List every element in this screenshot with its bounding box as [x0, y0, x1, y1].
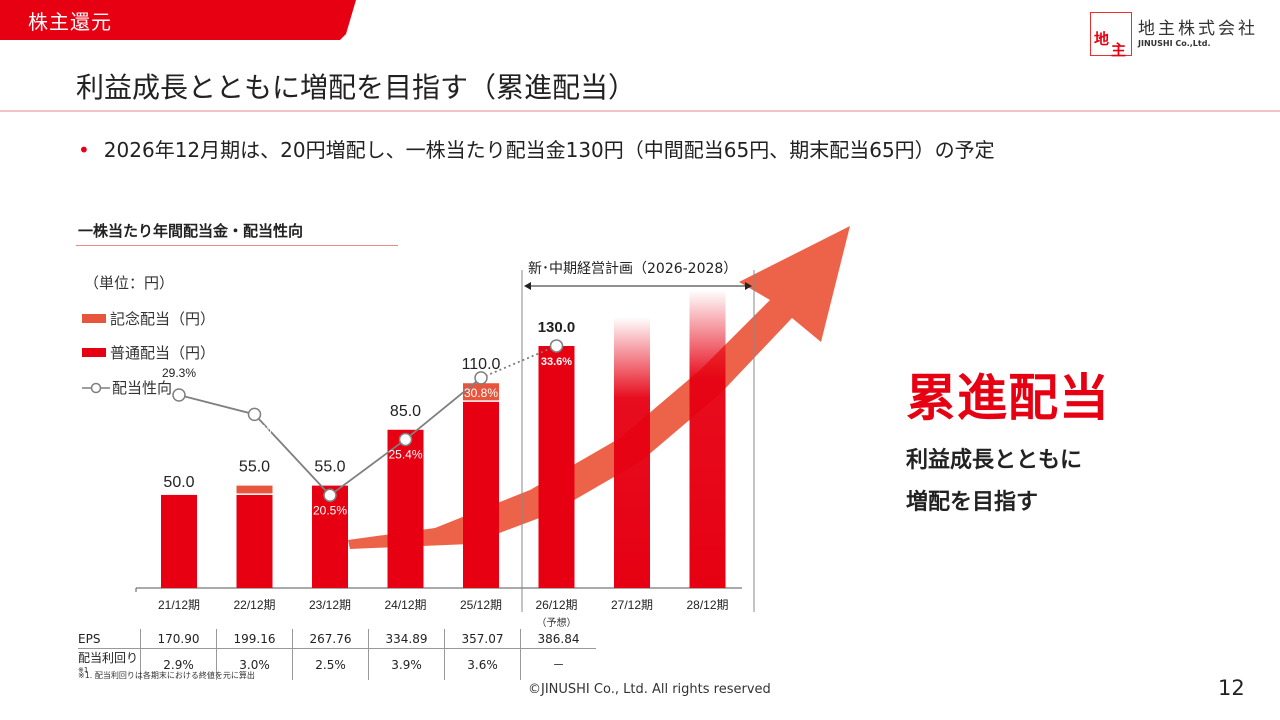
table-row-label: EPS — [78, 629, 141, 649]
payout-point — [398, 432, 413, 447]
x-tick-label: 27/12期 — [611, 598, 653, 612]
bar-total-label: 55.0 — [239, 459, 270, 476]
legend-swatch-commemorative — [82, 314, 106, 323]
section-tag-label: 株主還元 — [28, 10, 112, 34]
legend-label-payout: 配当性向 — [112, 379, 173, 397]
chart-section-title: 一株当たり年間配当金・配当性向 — [78, 222, 304, 240]
bar-future-faded — [689, 290, 726, 588]
bar-ordinary — [236, 494, 273, 588]
legend-commemorative: 記念配当（円） — [82, 308, 215, 329]
payout-label: 30.8% — [464, 386, 498, 400]
table-row: EPS 170.90 199.16 267.76 334.89 357.07 386.84 — [78, 629, 596, 649]
bar-ordinary — [161, 494, 197, 588]
table-cell: 357.07 — [444, 629, 521, 649]
bar-ordinary — [387, 429, 424, 588]
plan-bracket-arrowhead-left — [524, 282, 531, 290]
table-cell: 199.16 — [216, 629, 293, 649]
bar-commemorative — [236, 485, 273, 494]
progressive-dividend-heading: 累進配当 — [906, 369, 1110, 427]
payout-label: 33.6% — [541, 356, 572, 368]
footnote: ※1. 配当利回りは各期末における終値を元に算出 — [78, 671, 255, 680]
payout-point — [247, 407, 262, 422]
unit-label: （単位：円） — [84, 274, 175, 292]
logo-subtitle: JINUSHI Co.,Ltd. — [1138, 39, 1211, 48]
section-tag-shape — [0, 0, 356, 40]
bar-total-label: 130.0 — [538, 319, 576, 336]
payout-point — [474, 371, 488, 385]
payout-point — [549, 339, 564, 353]
x-tick-label: 22/12期 — [233, 598, 275, 612]
table-cell: 3.6% — [444, 648, 521, 680]
logo-name: 地主株式会社 — [1138, 19, 1258, 39]
table-cell: 2.5% — [292, 648, 369, 680]
title-divider — [0, 110, 1280, 112]
growth-arrow — [348, 226, 850, 549]
eps-yield-table: EPS 170.90 199.16 267.76 334.89 357.07 386.84 配… — [78, 629, 596, 680]
bar-future-faded — [614, 317, 650, 588]
bar-ordinary — [538, 346, 575, 588]
bar-total-label: 55.0 — [314, 459, 345, 476]
table-cell: － — [520, 648, 596, 680]
table-cell: 386.84 — [520, 629, 596, 649]
company-logo: 地 主 地主株式会社 JINUSHI Co.,Ltd. — [1090, 12, 1260, 59]
table-cell: 267.76 — [292, 629, 369, 649]
payout-label: 27.6% — [237, 422, 271, 436]
table-cell: 2.9% — [140, 648, 217, 680]
bullet-point: • 2026年12月期は、20円増配し、一株当たり配当金130円（中間配当65円、… — [78, 134, 995, 163]
x-tick-label: 26/12期 — [535, 598, 577, 612]
plan-bracket-arrowhead-right — [745, 282, 752, 290]
legend-swatch-ordinary — [82, 348, 106, 357]
legend-ordinary: 普通配当（円） — [82, 342, 215, 363]
payout-line — [178, 377, 482, 497]
table-cell: 3.9% — [368, 648, 445, 680]
table-row: 配当利回り※1 2.9% 3.0% 2.5% 3.9% 3.6% － — [78, 648, 596, 680]
payout-label: 25.4% — [388, 447, 422, 461]
section-tag: 株主還元 — [0, 0, 356, 40]
legend-label-commemorative: 記念配当（円） — [110, 310, 216, 328]
table-cell: 170.90 — [140, 629, 217, 649]
bar-total-label: 50.0 — [163, 474, 194, 491]
x-tick-label: 21/12期 — [158, 598, 200, 612]
logo-mark-char-1: 地 — [1094, 30, 1110, 48]
table-row-label: 配当利回り※1 — [78, 651, 139, 674]
bar-total-label: 110.0 — [462, 356, 501, 373]
x-tick-label: 24/12期 — [384, 598, 426, 612]
payout-label: 29.3% — [162, 366, 196, 380]
legend-label-ordinary: 普通配当（円） — [110, 344, 216, 362]
logo-mark-char-2: 主 — [1111, 41, 1127, 59]
payout-point — [172, 388, 186, 402]
table-cell: 334.89 — [368, 629, 445, 649]
legend-payout: 配当性向 — [82, 377, 172, 398]
section-divider — [76, 245, 398, 246]
bar-ordinary — [463, 401, 499, 588]
payout-line-forecast — [480, 345, 557, 379]
page-title: 利益成長とともに増配を目指す（累進配当） — [76, 71, 637, 104]
side-text-line-2: 増配を目指す — [906, 490, 1039, 515]
forecast-note: （予想） — [537, 616, 577, 629]
page-number: 12 — [1218, 676, 1245, 700]
copyright: ©JINUSHI Co., Ltd. All rights reserved — [528, 682, 771, 697]
x-tick-label: 25/12期 — [460, 598, 502, 612]
table-cell: 3.0% — [216, 648, 293, 680]
legend-line-marker — [82, 382, 110, 393]
bar-ordinary — [312, 485, 348, 588]
bar-total-label: 85.0 — [390, 403, 421, 420]
bullet-text: 2026年12月期は、20円増配し、一株当たり配当金130円（中間配当65円、期… — [103, 138, 995, 162]
side-text-line-1: 利益成長とともに — [906, 448, 1083, 473]
payout-point — [323, 488, 337, 503]
table-note-mark: ※1 — [78, 666, 89, 674]
payout-label: 20.5% — [313, 503, 347, 517]
x-tick-label: 28/12期 — [686, 598, 728, 612]
bar-commemorative — [463, 383, 499, 401]
logo-mark: 地 主 — [1090, 12, 1132, 59]
plan-period-label: 新･中期経営計画（2026-2028） — [528, 261, 738, 277]
x-tick-label: 23/12期 — [309, 598, 351, 612]
bullet-dot: • — [78, 138, 90, 162]
